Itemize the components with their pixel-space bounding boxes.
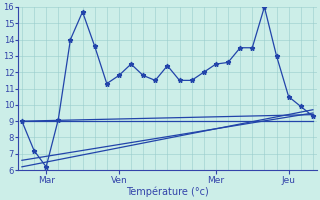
X-axis label: Température (°c): Température (°c) [126,186,209,197]
